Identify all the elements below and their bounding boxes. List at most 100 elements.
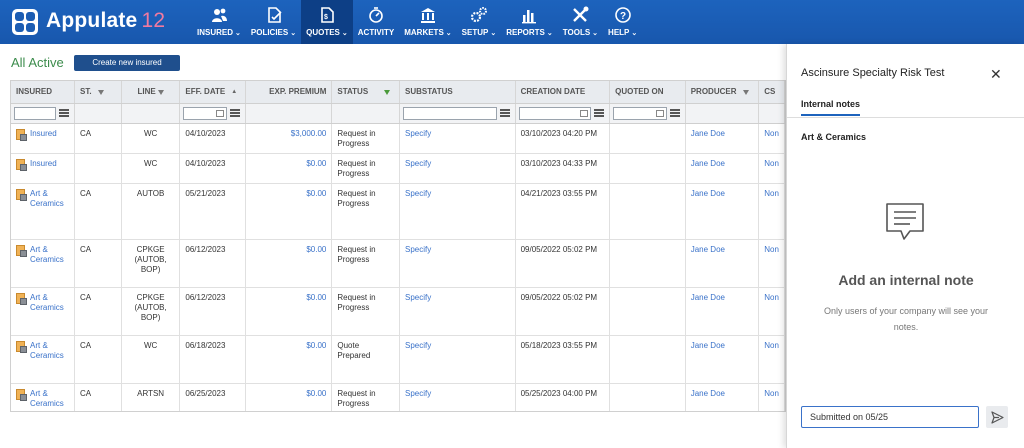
- cs-link[interactable]: Non: [764, 292, 779, 302]
- table-row[interactable]: Art & Ceramics CA CPKGE (AUTOB, BOP) 06/12/…: [11, 239, 785, 288]
- substatus-link[interactable]: Specify: [404, 292, 432, 302]
- insured-link[interactable]: Art & Ceramics: [30, 340, 64, 360]
- cs-link[interactable]: Non: [764, 188, 779, 198]
- nav-item-tools[interactable]: TOOLS ⌄: [558, 0, 603, 44]
- substatus-link[interactable]: Specify: [404, 128, 432, 138]
- close-icon[interactable]: ✕: [990, 66, 1002, 82]
- cs-link[interactable]: Non: [764, 158, 779, 168]
- chevron-down-icon: ⌄: [235, 30, 241, 37]
- nav-item-setup[interactable]: SETUP ⌄: [457, 0, 502, 44]
- table-row[interactable]: Art & Ceramics CA CPKGE (AUTOB, BOP) 06/12/…: [11, 287, 785, 336]
- calendar-icon[interactable]: [216, 109, 225, 117]
- substatus-link[interactable]: Specify: [404, 244, 432, 254]
- filter-menu-icon[interactable]: [670, 109, 681, 117]
- creation-date-filter-input[interactable]: [518, 106, 591, 120]
- nav-item-activity[interactable]: ACTIVITY: [353, 0, 399, 44]
- premium-link[interactable]: $3,000.00: [290, 128, 327, 138]
- column-header-status[interactable]: STATUS: [331, 81, 400, 104]
- cell-quoted-on: [609, 183, 686, 240]
- substatus-link[interactable]: Specify: [404, 158, 432, 168]
- active-filter-icon[interactable]: [384, 89, 391, 95]
- cell-creation-date: 04/21/2023 03:55 PM: [515, 183, 611, 240]
- filter-icon[interactable]: [97, 89, 104, 95]
- note-input[interactable]: [801, 406, 979, 428]
- cs-link[interactable]: Non: [764, 244, 779, 254]
- help-icon: ?: [614, 7, 631, 23]
- calendar-icon[interactable]: [579, 109, 588, 117]
- column-header-eff-date[interactable]: EFF. DATE ▲: [179, 81, 247, 104]
- empty-state-title: Add an internal note: [838, 272, 974, 288]
- column-header-substatus[interactable]: SUBSTATUS: [399, 81, 516, 104]
- filter-menu-icon[interactable]: [593, 109, 604, 117]
- table-row[interactable]: Art & Ceramics CA WC 06/18/2023 $0.00 Quote P…: [11, 335, 785, 384]
- producer-link[interactable]: Jane Doe: [690, 244, 725, 254]
- insured-link[interactable]: Insured: [30, 128, 57, 138]
- column-header-cs[interactable]: CS: [758, 81, 785, 104]
- filter-menu-icon[interactable]: [59, 109, 69, 117]
- cell-quoted-on: [609, 335, 686, 384]
- cell-eff-date: 04/10/2023: [179, 123, 247, 154]
- insured-link[interactable]: Insured: [30, 158, 57, 168]
- eff-date-filter-input[interactable]: [183, 106, 228, 120]
- nav-item-policies[interactable]: POLICIES ⌄: [246, 0, 301, 44]
- producer-link[interactable]: Jane Doe: [690, 340, 725, 350]
- column-header-creation-date[interactable]: CREATION DATE: [515, 81, 611, 104]
- table-row[interactable]: Insured CA WC 04/10/2023 $3,000.00 Request in…: [11, 123, 785, 154]
- nav-item-quotes[interactable]: $ QUOTES ⌄: [301, 0, 353, 44]
- substatus-link[interactable]: Specify: [404, 340, 432, 350]
- nav-item-markets[interactable]: MARKETS ⌄: [399, 0, 456, 44]
- nav-item-help[interactable]: ? HELP ⌄: [603, 0, 642, 44]
- cell-substatus: Specify: [399, 123, 516, 154]
- column-header-line[interactable]: LINE: [121, 81, 181, 104]
- send-button[interactable]: [986, 406, 1008, 428]
- producer-link[interactable]: Jane Doe: [690, 158, 725, 168]
- producer-link[interactable]: Jane Doe: [690, 292, 725, 302]
- cs-link[interactable]: Non: [764, 388, 779, 398]
- tab-internal-notes[interactable]: Internal notes: [801, 99, 861, 116]
- send-icon: [990, 410, 1004, 424]
- filter-icon[interactable]: [157, 89, 164, 95]
- filter-icon[interactable]: [742, 89, 749, 95]
- create-new-insured-button[interactable]: Create new insured: [74, 55, 180, 71]
- nav-label: ACTIVITY: [357, 28, 395, 37]
- cell-substatus: Specify: [399, 153, 516, 184]
- substatus-link[interactable]: Specify: [404, 388, 432, 398]
- quoted-on-filter-input[interactable]: [613, 106, 668, 120]
- calendar-icon[interactable]: [656, 109, 665, 117]
- nav-item-reports[interactable]: REPORTS ⌄: [501, 0, 558, 44]
- column-header-state[interactable]: ST.: [74, 81, 122, 104]
- cell-creation-date: 09/05/2022 05:02 PM: [515, 239, 611, 288]
- premium-link[interactable]: $0.00: [306, 158, 327, 168]
- nav-label: SETUP: [461, 28, 489, 37]
- substatus-link[interactable]: Specify: [404, 188, 432, 198]
- table-row[interactable]: Insured WC 04/10/2023 $0.00 Request in Progr…: [11, 153, 785, 184]
- producer-link[interactable]: Jane Doe: [690, 388, 725, 398]
- column-header-producer[interactable]: PRODUCER: [685, 81, 760, 104]
- appulate-logo-icon[interactable]: [12, 9, 38, 35]
- table-row[interactable]: Art & Ceramics CA AUTOB 05/21/2023 $0.00 Requ…: [11, 183, 785, 240]
- premium-link[interactable]: $0.00: [306, 292, 327, 302]
- producer-link[interactable]: Jane Doe: [690, 128, 725, 138]
- filter-menu-icon[interactable]: [230, 109, 241, 117]
- column-header-insured[interactable]: INSURED: [11, 81, 75, 104]
- cs-link[interactable]: Non: [764, 128, 779, 138]
- premium-link[interactable]: $0.00: [306, 388, 327, 398]
- nav-item-insured[interactable]: INSURED ⌄: [192, 0, 246, 44]
- cell-line: WC: [121, 335, 181, 384]
- producer-link[interactable]: Jane Doe: [690, 188, 725, 198]
- column-header-quoted-on[interactable]: QUOTED ON: [609, 81, 686, 104]
- cs-link[interactable]: Non: [764, 340, 779, 350]
- premium-link[interactable]: $0.00: [306, 244, 327, 254]
- column-header-exp-premium[interactable]: EXP. PREMIUM: [245, 81, 333, 104]
- insured-link[interactable]: Art & Ceramics: [30, 292, 64, 312]
- insured-filter-input[interactable]: [14, 106, 56, 120]
- filter-menu-icon[interactable]: [499, 109, 510, 117]
- insured-link[interactable]: Art & Ceramics: [30, 244, 64, 264]
- premium-link[interactable]: $0.00: [306, 340, 327, 350]
- insured-link[interactable]: Art & Ceramics: [30, 388, 64, 408]
- table-row[interactable]: Art & Ceramics CA ARTSN 06/25/2023 $0.00 Requ…: [11, 383, 785, 411]
- insured-link[interactable]: Art & Ceramics: [30, 188, 64, 208]
- substatus-filter-input[interactable]: [402, 106, 497, 120]
- tools-icon: [573, 6, 589, 22]
- premium-link[interactable]: $0.00: [306, 188, 327, 198]
